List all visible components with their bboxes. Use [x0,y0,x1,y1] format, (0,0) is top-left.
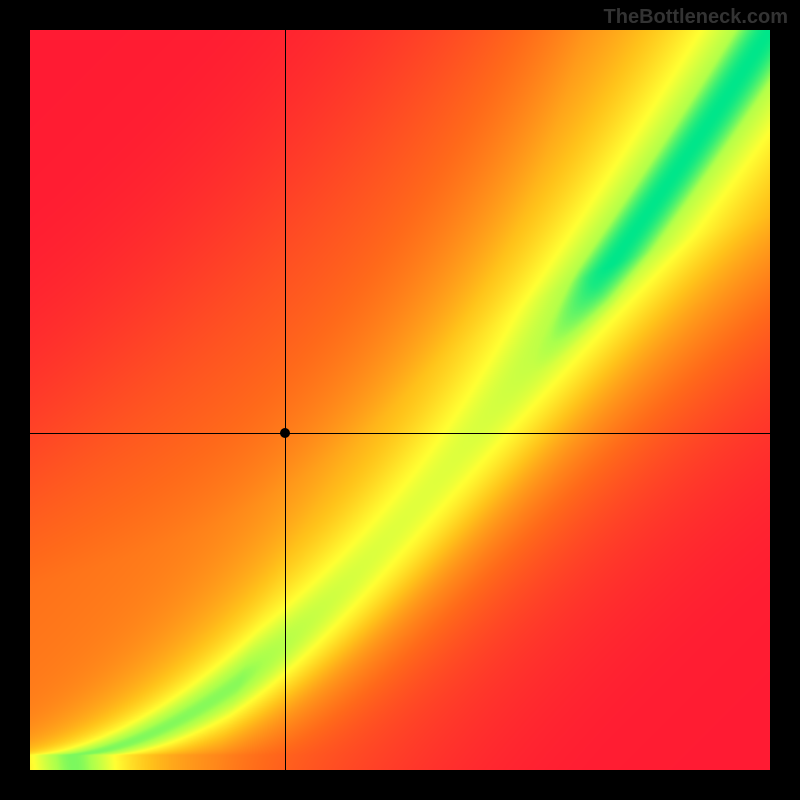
watermark-text: TheBottleneck.com [604,6,788,29]
bottleneck-heatmap [30,30,770,770]
crosshair-vertical [285,30,286,770]
crosshair-horizontal [30,433,770,434]
chart-container: TheBottleneck.com [0,0,800,800]
marker-dot [280,428,290,438]
